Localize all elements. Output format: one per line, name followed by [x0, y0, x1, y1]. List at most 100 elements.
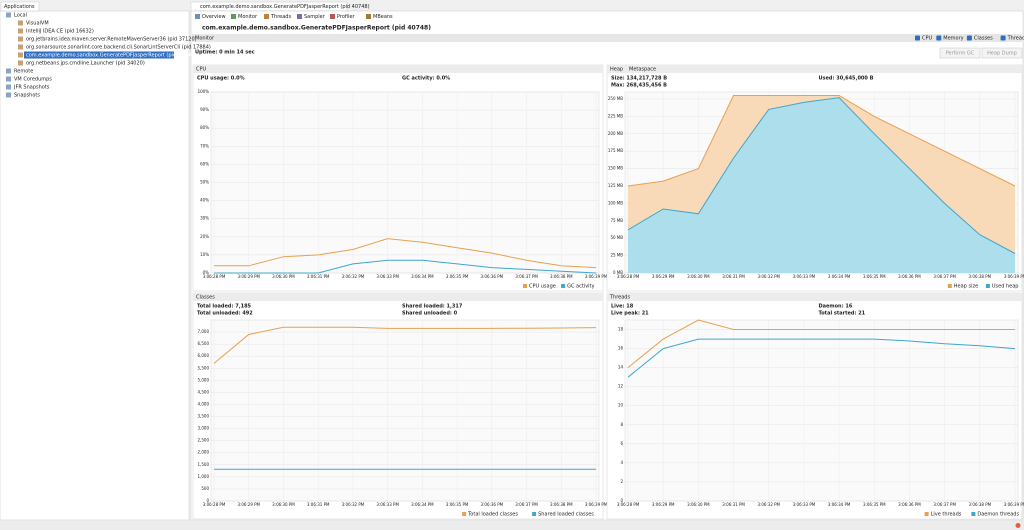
toolbar-icon[interactable]: [297, 14, 302, 19]
x-tick-label: 3:06:38 PM: [550, 274, 573, 279]
x-tick-label: 3:06:29 PM: [652, 502, 675, 507]
legend-swatch: [947, 284, 952, 288]
tree-item[interactable]: Snapshots: [14, 93, 40, 99]
tree-item[interactable]: Remote: [14, 69, 33, 75]
y-tick-label: 3,000: [198, 426, 210, 431]
button-label: Heap Dump: [987, 51, 1017, 57]
checkbox-label[interactable]: CPU: [922, 36, 933, 42]
checkbox[interactable]: [1000, 35, 1006, 41]
sidebar-tab-label: Applications: [4, 4, 35, 10]
button[interactable]: [981, 47, 1023, 59]
legend-label: Shared loaded classes: [538, 512, 594, 518]
x-tick-label: 3:06:35 PM: [863, 274, 886, 279]
tree-icon: [18, 44, 23, 50]
toolbar-icon[interactable]: [330, 14, 335, 19]
y-tick-label: 5,000: [198, 377, 210, 382]
tree-item[interactable]: VisualVM: [26, 21, 49, 27]
status-bar: [0, 521, 1024, 530]
x-tick-label: 3:06:28 PM: [617, 502, 640, 507]
y-tick-label: 100%: [198, 89, 210, 94]
chart-stat: Max: 268,435,456 B: [611, 83, 667, 89]
tree-icon: [18, 20, 23, 26]
y-tick-label: 30%: [200, 216, 209, 221]
x-tick-label: 3:06:30 PM: [272, 274, 295, 279]
tree-item[interactable]: org.jetbrains.idea.maven.server.RemoteMa…: [26, 37, 197, 43]
x-tick-label: 3:06:39 PM: [1004, 274, 1024, 279]
toolbar-item[interactable]: Threads: [270, 14, 291, 20]
chart-stat: Shared loaded: 1,317: [402, 304, 463, 310]
y-tick-label: 0: [620, 498, 623, 503]
toolbar-item[interactable]: Overview: [202, 14, 226, 20]
chart-stat: Daemon: 16: [819, 304, 853, 310]
toolbar-icon[interactable]: [231, 14, 236, 19]
x-tick-label: 3:06:36 PM: [898, 274, 921, 279]
legend-swatch: [532, 512, 537, 516]
y-tick-label: 150 MB: [608, 166, 623, 171]
x-tick-label: 3:06:30 PM: [687, 274, 710, 279]
chart-stat: Live peak: 21: [611, 311, 649, 317]
tree-icon: [6, 92, 11, 98]
toolbar-item[interactable]: Profiler: [337, 14, 356, 20]
tree-item[interactable]: JFR Snapshots: [13, 85, 50, 91]
x-tick-label: 3:06:32 PM: [757, 274, 780, 279]
x-tick-label: 3:06:37 PM: [515, 274, 538, 279]
toolbar-icon[interactable]: [366, 14, 371, 19]
x-tick-label: 3:06:29 PM: [652, 274, 675, 279]
checkbox-label[interactable]: Classes: [974, 36, 993, 42]
tree-item[interactable]: Local: [14, 13, 27, 19]
status-icon[interactable]: [1015, 523, 1021, 528]
x-tick-label: 3:06:28 PM: [203, 502, 226, 507]
x-tick-label: 3:06:36 PM: [481, 502, 504, 507]
y-tick-label: 3,500: [198, 414, 210, 419]
tree-item[interactable]: org.netbeans.jps.cmdline.Launcher (pid 3…: [26, 61, 145, 67]
tree-item[interactable]: com.example.demo.sandbox.GeneratePDFJasp…: [26, 53, 196, 59]
toolbar-item[interactable]: MBeans: [373, 14, 393, 20]
x-tick-label: 3:06:34 PM: [828, 502, 851, 507]
legend-swatch: [971, 512, 976, 516]
chart-stat: Total unloaded: 492: [197, 311, 253, 317]
tree-item[interactable]: IntelliJ IDEA CE (pid 16632): [26, 29, 94, 35]
tree-icon: [18, 36, 23, 42]
legend-label: Used heap: [992, 284, 1019, 290]
x-tick-label: 3:06:31 PM: [722, 274, 745, 279]
legend-label: Daemon threads: [977, 512, 1019, 518]
y-tick-label: 250 MB: [608, 96, 623, 101]
x-tick-label: 3:06:32 PM: [757, 502, 780, 507]
x-tick-label: 3:06:37 PM: [515, 502, 538, 507]
y-tick-label: 18: [618, 327, 624, 332]
y-tick-label: 200 MB: [608, 131, 623, 136]
toolbar-icon[interactable]: [195, 14, 200, 19]
y-tick-label: 40%: [200, 198, 209, 203]
x-tick-label: 3:06:34 PM: [411, 274, 434, 279]
toolbar-item[interactable]: Sampler: [304, 14, 326, 20]
x-tick-label: 3:06:34 PM: [828, 274, 851, 279]
y-tick-label: 6: [620, 441, 623, 446]
checkbox[interactable]: [915, 35, 920, 41]
tree-item[interactable]: org.sonarsource.sonarlint.core.backend.c…: [26, 45, 211, 51]
x-tick-label: 3:06:33 PM: [793, 502, 816, 507]
x-tick-label: 3:06:33 PM: [376, 274, 399, 279]
checkbox[interactable]: [966, 35, 972, 41]
y-tick-label: 4,000: [198, 401, 210, 406]
checkbox[interactable]: [936, 35, 942, 41]
y-tick-label: 70%: [200, 143, 209, 148]
checkbox-label[interactable]: Threads: [1007, 36, 1024, 42]
legend-label: Total loaded classes: [467, 512, 518, 518]
chart-header: [193, 65, 603, 73]
button[interactable]: [939, 47, 981, 59]
section-label: Monitor: [195, 36, 215, 42]
y-tick-label: 0%: [203, 270, 210, 275]
y-tick-label: 10: [618, 403, 624, 408]
toolbar-icon[interactable]: [264, 14, 269, 19]
chart-stat: GC activity: 0.0%: [402, 76, 450, 82]
y-tick-label: 50%: [200, 180, 209, 185]
chart-tab[interactable]: Metaspace: [629, 67, 656, 73]
document-tab-label: com.example.demo.sandbox.GeneratePDFJasp…: [200, 4, 370, 10]
sidebar-tab[interactable]: [0, 1, 40, 12]
tree-item[interactable]: VM Coredumps: [14, 77, 52, 83]
legend-label: CPU usage: [529, 284, 556, 290]
x-tick-label: 3:06:36 PM: [898, 502, 921, 507]
toolbar-item[interactable]: Monitor: [238, 14, 258, 20]
checkbox-label[interactable]: Memory: [943, 36, 963, 42]
